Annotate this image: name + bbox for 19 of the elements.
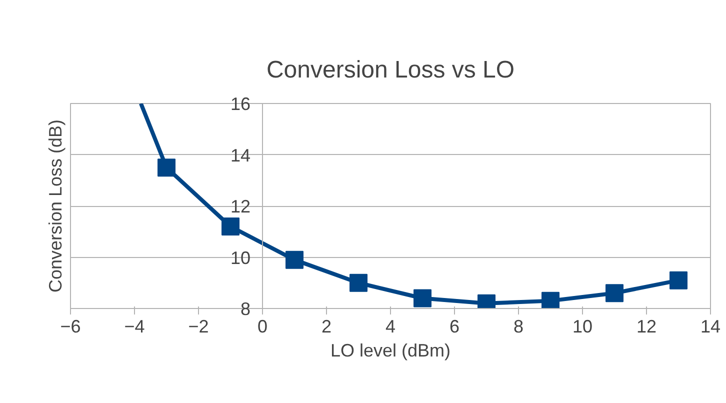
x-tick-label: 14 <box>700 316 721 336</box>
x-tick-label: −4 <box>124 316 145 336</box>
x-axis-title: LO level (dBm) <box>330 340 451 360</box>
x-tick-label: −2 <box>188 316 209 336</box>
chart-title: Conversion Loss vs LO <box>266 56 515 84</box>
y-tick-label: 16 <box>230 94 251 114</box>
x-tick-label: 0 <box>257 316 268 336</box>
y-tick-label: 14 <box>230 145 251 166</box>
x-tick-label: 12 <box>636 316 657 336</box>
x-tick-label: 2 <box>321 316 332 336</box>
x-tick-label: 8 <box>513 316 524 336</box>
x-tick-label: 4 <box>385 316 396 336</box>
x-tick-label: 10 <box>572 316 593 336</box>
y-tick-label: 12 <box>230 196 251 216</box>
x-tick-label: 6 <box>449 316 460 336</box>
y-tick-label: 8 <box>240 299 251 319</box>
x-tick-label: −6 <box>60 316 81 336</box>
y-axis-title: Conversion Loss (dB) <box>46 119 66 293</box>
y-tick-label: 10 <box>230 248 251 268</box>
